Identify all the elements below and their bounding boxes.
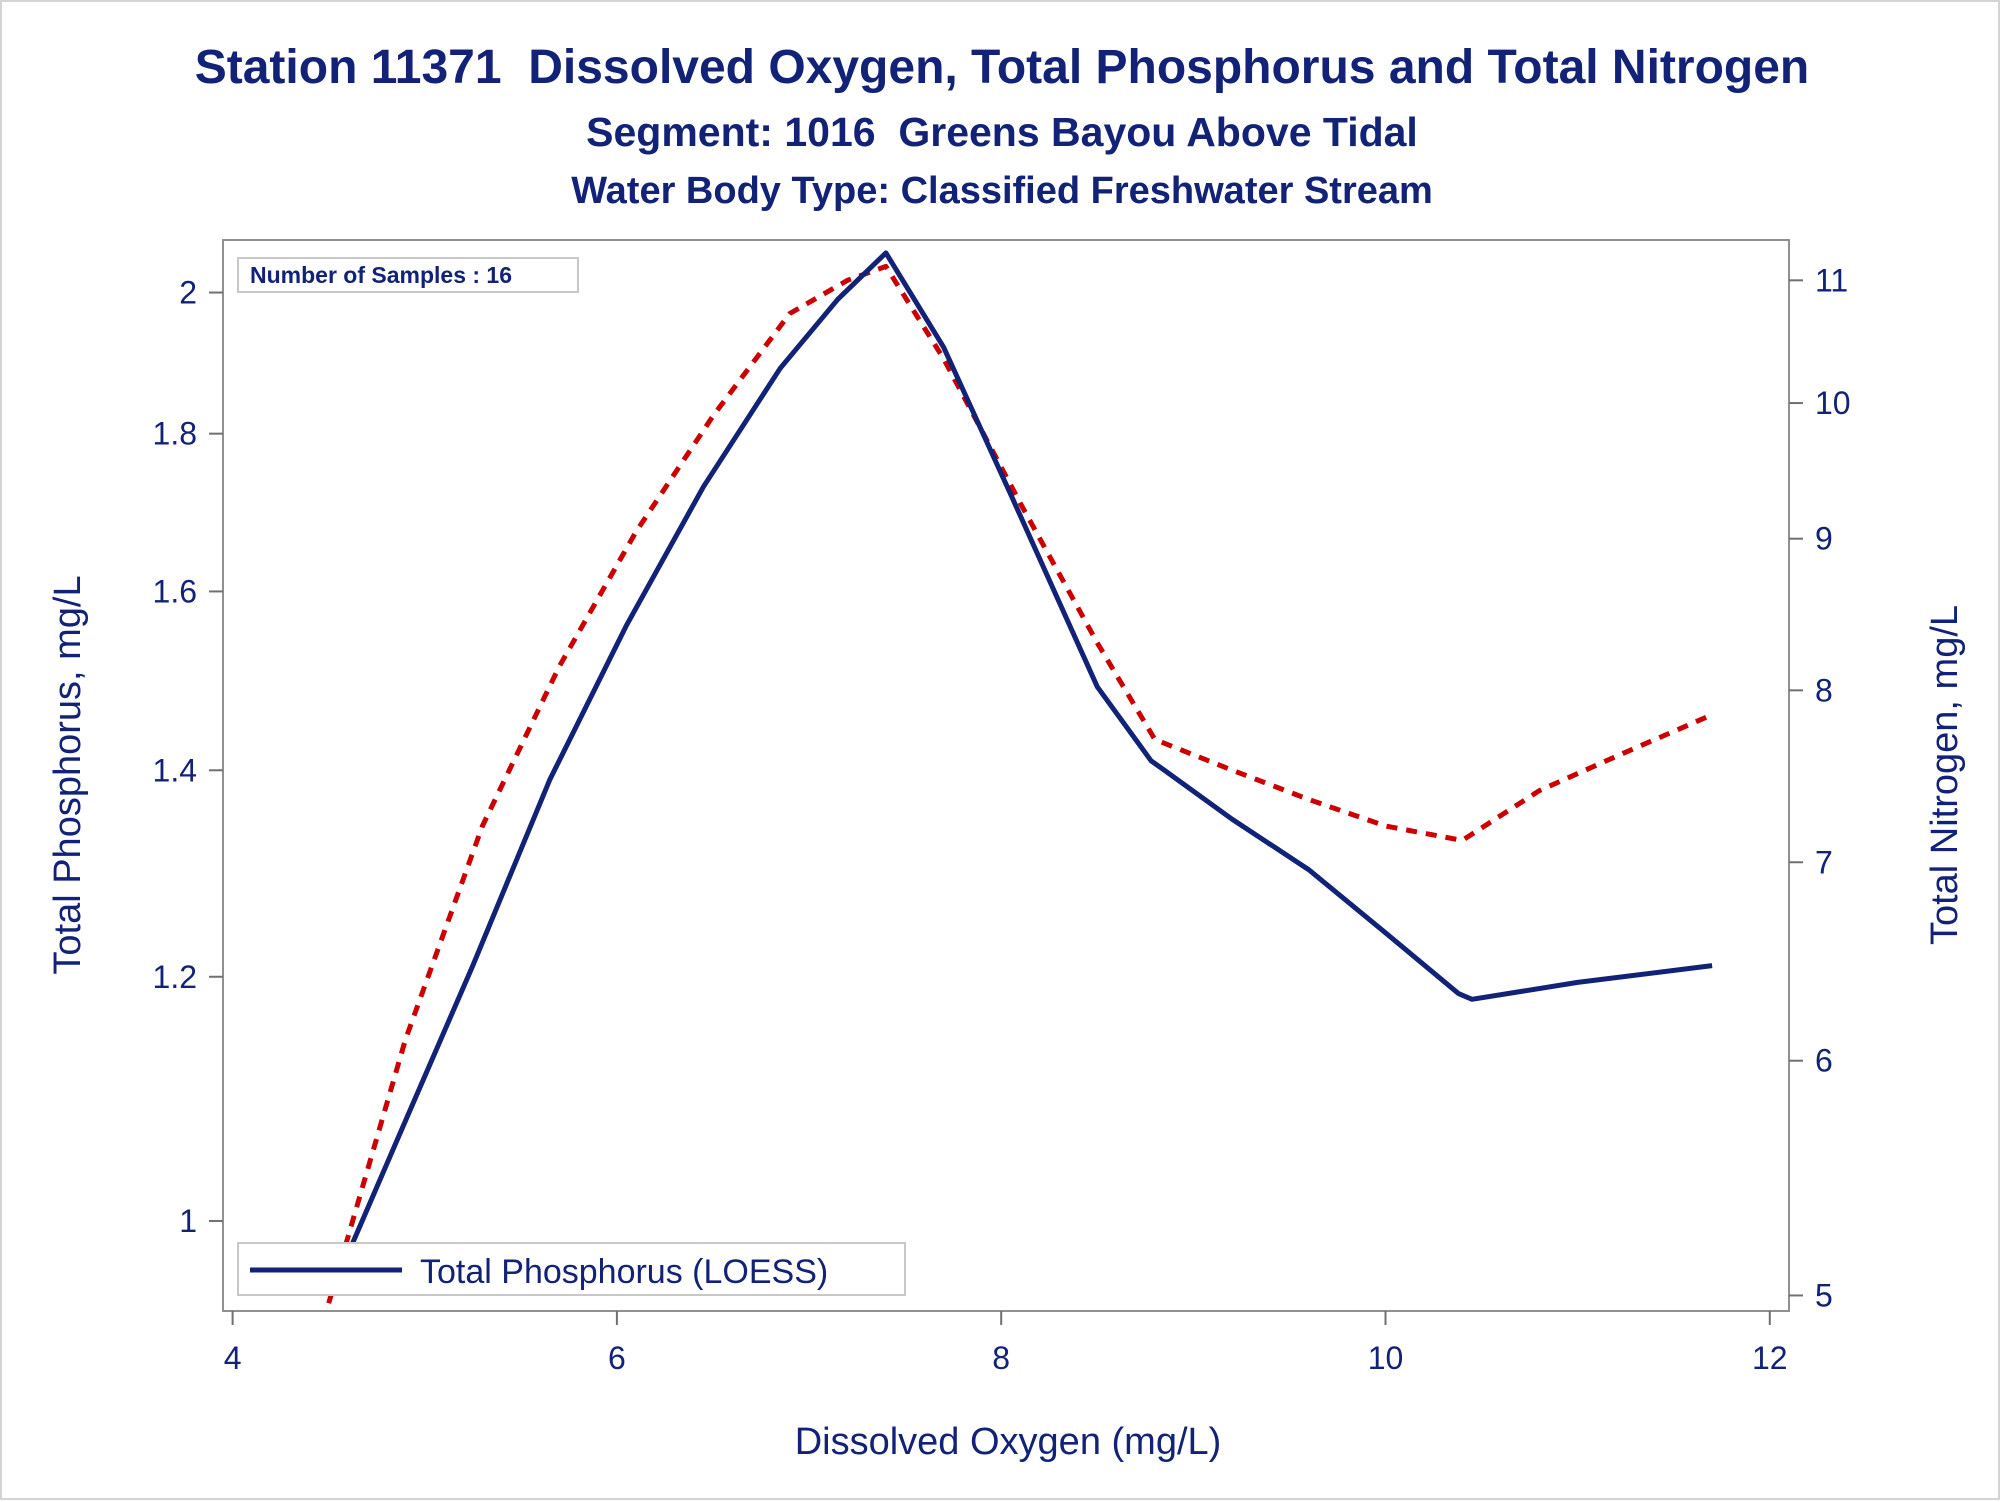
chart-subtitle-2: Water Body Type: Classified Freshwater S… <box>571 170 1433 212</box>
y-axis-left-label: Total Phosphorus, mg/L <box>47 575 89 974</box>
y-axis-right-label: Total Nitrogen, mg/L <box>1924 605 1966 945</box>
y-right-tick-label: 7 <box>1815 844 1833 880</box>
y-right-tick-label: 11 <box>1815 262 1848 298</box>
x-tick-label: 4 <box>224 1340 242 1376</box>
y-left-tick-label: 1.2 <box>153 959 197 995</box>
series-line-total-phosphorus <box>330 250 1713 1291</box>
x-tick-label: 6 <box>608 1340 626 1376</box>
y-left-tick-label: 1.4 <box>153 752 197 788</box>
x-axis-label: Dissolved Oxygen (mg/L) <box>795 1421 1222 1463</box>
y-right-tick-label: 8 <box>1815 672 1833 708</box>
y-right-tick-label: 5 <box>1815 1277 1833 1313</box>
series-line-total-nitrogen <box>326 263 1714 1304</box>
y-left-tick-label: 1.6 <box>153 573 197 609</box>
x-tick-label: 12 <box>1752 1340 1788 1376</box>
y-right-tick-label: 10 <box>1815 385 1851 421</box>
y-left-tick-label: 1.8 <box>153 416 197 452</box>
x-tick-label: 10 <box>1368 1340 1404 1376</box>
y-left-tick-label: 2 <box>179 275 197 311</box>
chart-title: Station 11371 Dissolved Oxygen, Total Ph… <box>194 41 1810 94</box>
legend-label-total-phosphorus: Total Phosphorus (LOESS) <box>420 1253 828 1291</box>
sample-count-box: Number of Samples : 16 <box>237 257 579 293</box>
plot-area-border <box>222 239 1790 1312</box>
y-left-tick-label: 1 <box>179 1203 197 1239</box>
y-right-tick-label: 6 <box>1815 1043 1833 1079</box>
legend: Total Phosphorus (LOESS) <box>237 1242 906 1296</box>
y-right-tick-label: 9 <box>1815 521 1833 557</box>
sample-count-label: Number of Samples : 16 <box>250 262 512 288</box>
chart-subtitle: Segment: 1016 Greens Bayou Above Tidal <box>586 109 1418 155</box>
x-tick-label: 8 <box>992 1340 1010 1376</box>
